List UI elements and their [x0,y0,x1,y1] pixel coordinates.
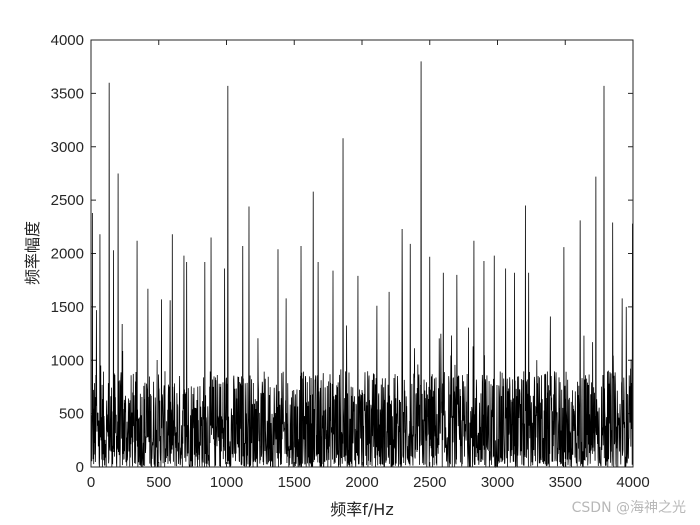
y-tick-label: 1000 [51,352,84,369]
y-tick-label: 500 [59,406,84,423]
x-tick-label: 0 [87,474,95,491]
x-axis-label: 频率f/Hz [330,500,393,519]
x-tick-label: 2500 [413,474,446,491]
x-tick-label: 3000 [481,474,514,491]
y-tick-label: 4000 [51,32,84,49]
x-tick-label: 2000 [345,474,378,491]
y-tick-label: 1500 [51,299,84,316]
x-tick-label: 1000 [210,474,243,491]
y-tick-label: 2000 [51,246,84,263]
x-tick-label: 3500 [549,474,582,491]
y-tick-label: 3000 [51,139,84,156]
y-tick-label: 3500 [51,85,84,102]
y-tick-label: 0 [76,459,84,476]
x-tick-label: 1500 [278,474,311,491]
x-tick-label: 500 [146,474,171,491]
watermark: CSDN @海神之光 [571,500,686,516]
y-axis-label: 频率幅度 [23,221,42,285]
y-tick-label: 2500 [51,192,84,209]
x-tick-label: 4000 [616,474,649,491]
axes-box [90,39,634,468]
spectrum-line [90,61,634,469]
